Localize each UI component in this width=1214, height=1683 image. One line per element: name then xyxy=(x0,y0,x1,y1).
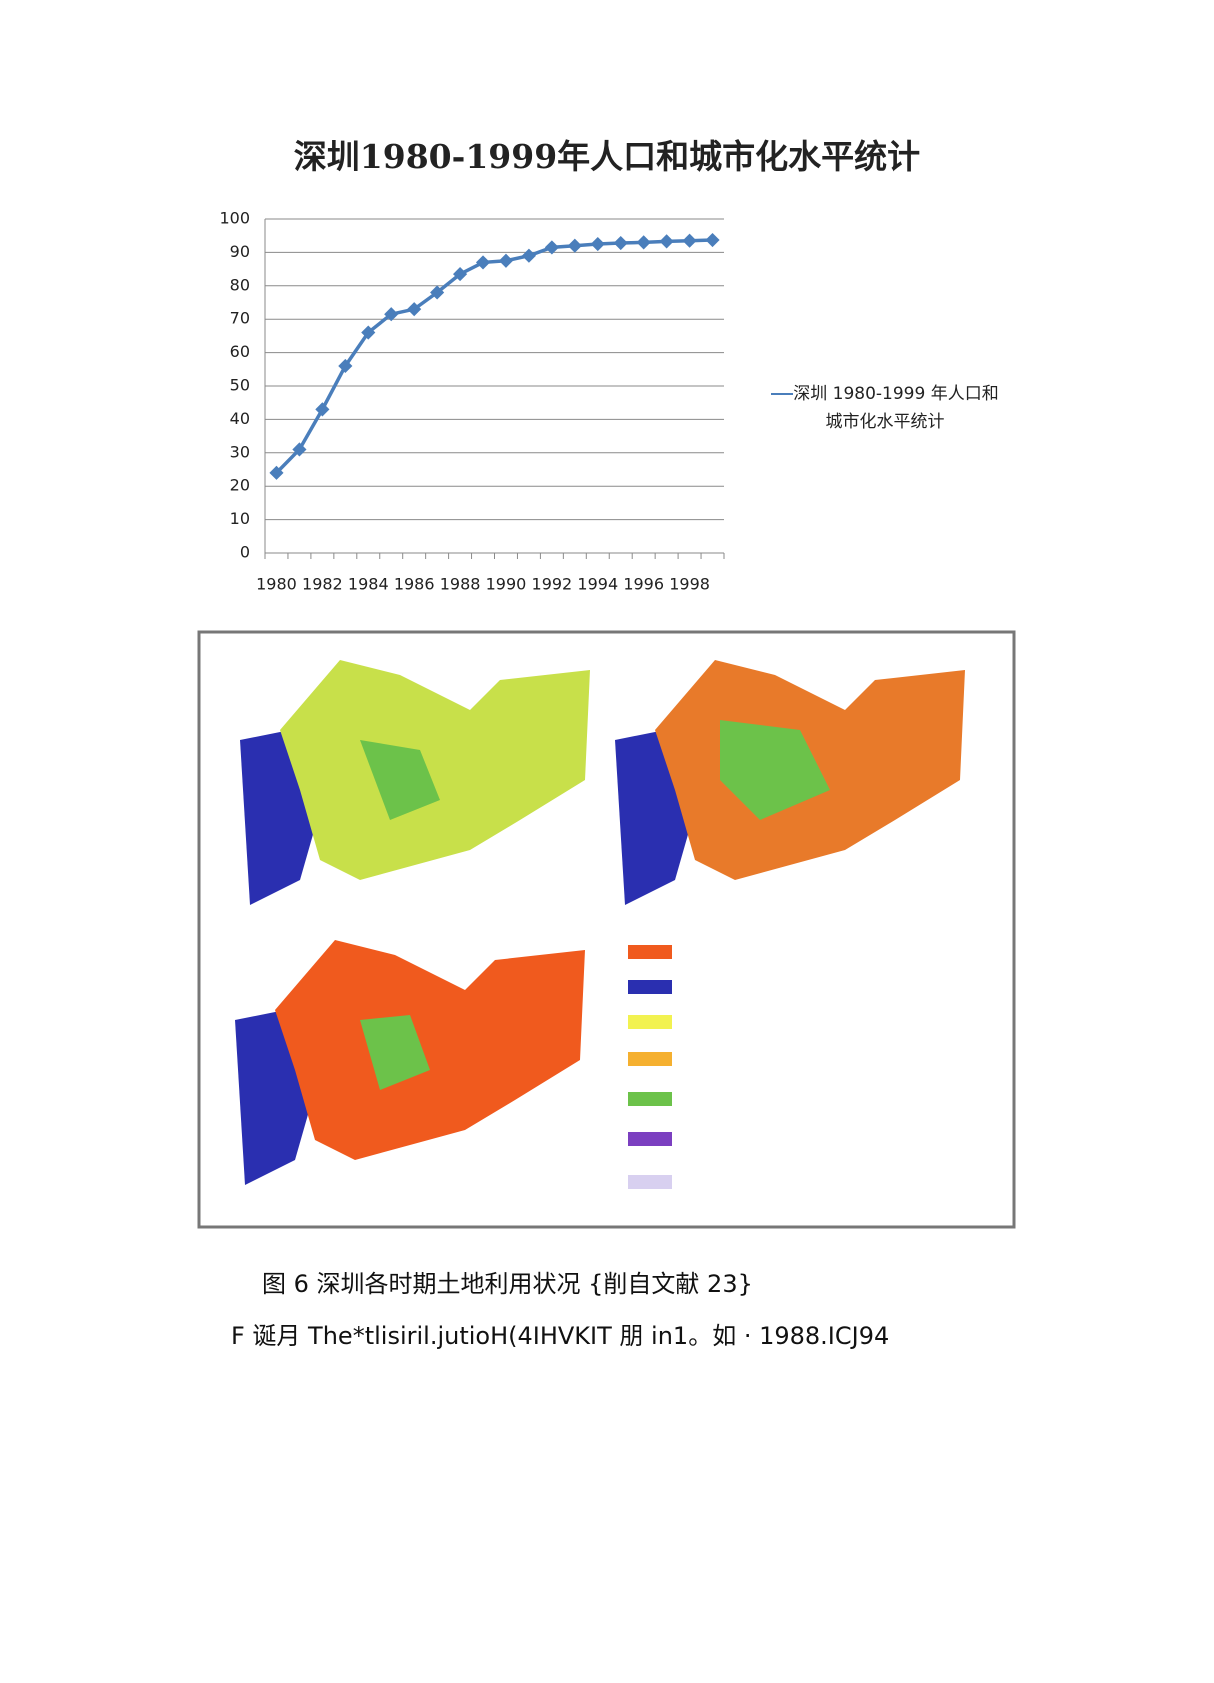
data-point xyxy=(682,233,697,248)
map-legend xyxy=(628,945,672,1189)
y-tick-label: 30 xyxy=(230,442,250,461)
data-point xyxy=(590,236,605,252)
x-tick-label: 1994 xyxy=(577,575,618,594)
legend: 深圳 1980-1999 年人口和城市化水平统计 xyxy=(770,380,1000,436)
y-tick-label: 100 xyxy=(219,209,250,228)
series-line xyxy=(275,238,713,475)
y-tick-label: 20 xyxy=(230,476,250,495)
data-point xyxy=(384,307,399,322)
legend-line xyxy=(771,393,794,395)
y-tick-label: 70 xyxy=(230,309,250,328)
y-tick-label: 10 xyxy=(230,509,250,528)
data-point xyxy=(567,238,582,253)
map-1999 xyxy=(235,940,585,1185)
data-point xyxy=(475,255,491,270)
data-point xyxy=(315,402,330,417)
data-point xyxy=(338,358,353,374)
map-1980 xyxy=(240,660,590,905)
data-point xyxy=(292,442,307,457)
legend-label: 深圳 1980-1999 年人口和城市化水平统计 xyxy=(793,384,999,432)
figure-caption: 图 6 深圳各时期土地利用状况 {削自文献 23} xyxy=(262,1270,753,1298)
y-tick-label: 0 xyxy=(240,543,250,562)
x-tick-label: 1996 xyxy=(623,575,664,594)
data-point xyxy=(636,235,651,250)
y-tick-label: 80 xyxy=(230,275,250,294)
y-tick-label: 50 xyxy=(230,376,250,395)
x-tick-label: 1986 xyxy=(394,575,435,594)
x-tick-label: 1988 xyxy=(440,575,481,594)
x-tick-label: 1992 xyxy=(532,575,573,594)
data-point xyxy=(269,465,284,480)
data-point xyxy=(498,253,514,268)
x-tick-label: 1982 xyxy=(302,575,343,594)
x-tick-label: 1998 xyxy=(669,575,710,594)
data-point xyxy=(521,248,536,263)
data-point xyxy=(544,240,559,255)
data-point xyxy=(705,232,720,248)
map-1988 xyxy=(615,660,965,905)
data-point xyxy=(407,302,422,317)
data-point xyxy=(361,325,376,340)
y-tick-label: 40 xyxy=(230,409,250,428)
x-tick-label: 1984 xyxy=(348,575,389,594)
figure-note: F 诞月 The*tlisiril.jutioH(4IHVKIT 朋 in1。如… xyxy=(231,1322,890,1350)
x-tick-label: 1990 xyxy=(486,575,527,594)
data-point xyxy=(659,234,674,249)
chart: 深圳1980-1999年人口和城市化水平统计 0 10 20 30 40 50 60 70 80… xyxy=(219,137,920,594)
chart-title: 深圳1980-1999年人口和城市化水平统计 xyxy=(294,137,920,176)
x-tick-label: 1980 xyxy=(256,575,297,594)
data-point xyxy=(430,285,445,300)
y-tick-label: 90 xyxy=(230,242,250,261)
data-point xyxy=(453,267,468,282)
land-use-maps xyxy=(197,630,1016,1229)
y-tick-label: 60 xyxy=(230,342,250,361)
data-point xyxy=(613,235,628,251)
